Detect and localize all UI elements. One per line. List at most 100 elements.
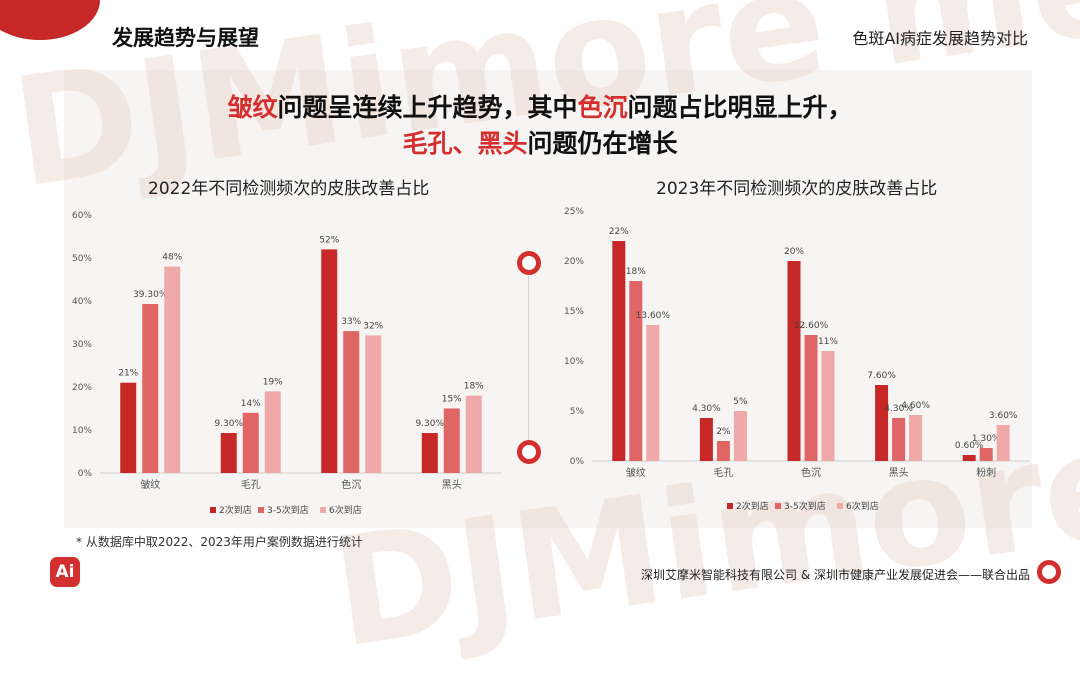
data-label: 20% (784, 247, 804, 257)
data-label: 22% (609, 227, 629, 237)
x-tick-label: 粉刺 (976, 466, 996, 479)
headline-line-2-segment-0: 毛孔、黑头 (402, 129, 528, 158)
bar-6次到店 (264, 391, 281, 473)
x-tick-label: 毛孔 (241, 479, 261, 491)
data-label: 33% (341, 317, 361, 327)
legend-swatch (210, 507, 216, 513)
headline-line-1-segment-2: 色沉 (577, 93, 628, 122)
section-title: 色斑AI病症发展趋势对比 (852, 29, 1028, 48)
bar-2次到店 (962, 455, 976, 461)
legend-swatch (258, 507, 264, 513)
data-label: 15% (442, 395, 462, 405)
legend-swatch (775, 503, 781, 509)
y-tick-label: 15% (564, 307, 584, 317)
legend-swatch (837, 503, 843, 509)
data-label: 19% (263, 377, 283, 387)
divider-line (528, 276, 529, 440)
legend-label: 6次到店 (846, 500, 879, 512)
bar-3-5次到店 (343, 331, 360, 473)
legend-swatch (727, 503, 733, 509)
data-label: 18% (464, 382, 484, 392)
x-tick-label: 皱纹 (140, 478, 160, 491)
bar-3-5次到店 (804, 335, 818, 461)
bar-6次到店 (996, 425, 1010, 461)
data-label: 39.30% (133, 290, 168, 300)
data-label: 4.30% (884, 404, 913, 414)
data-label: 0.60% (955, 441, 984, 451)
bar-2次到店 (120, 382, 137, 473)
bar-2次到店 (612, 241, 626, 461)
data-label: 21% (118, 369, 138, 379)
company-logo: Ai (50, 557, 80, 587)
bar-6次到店 (164, 266, 181, 473)
footer-ring-icon (1037, 560, 1061, 584)
bar-chart-2022: 0% 10% 20% 30% 40% 50% 60% 21% 39.30% 48% 皱纹 9.30% 1… (72, 211, 502, 516)
bar-2次到店 (699, 418, 713, 461)
legend-label: 6次到店 (329, 504, 362, 516)
y-tick-label: 0% (78, 469, 93, 479)
data-label: 32% (363, 321, 383, 331)
y-tick-label: 25% (564, 207, 584, 217)
headline-line-1-segment-0: 皱纹 (227, 93, 278, 122)
bar-2次到店 (875, 385, 889, 461)
y-tick-label: 60% (72, 211, 92, 221)
y-tick-label: 20% (564, 257, 584, 267)
bar-2次到店 (321, 249, 338, 473)
data-label: 9.30% (415, 419, 444, 429)
headline-line-2-segment-1: 问题仍在增长 (527, 129, 678, 158)
legend-label: 3-5次到店 (784, 500, 826, 512)
bar-3-5次到店 (716, 441, 730, 461)
bar-3-5次到店 (142, 304, 159, 473)
data-label: 48% (162, 253, 182, 263)
bar-6次到店 (821, 351, 835, 461)
data-label: 9.30% (214, 419, 243, 429)
bar-3-5次到店 (892, 418, 906, 461)
bar-2次到店 (787, 261, 801, 461)
bar-3-5次到店 (443, 408, 460, 473)
y-tick-label: 30% (72, 340, 92, 350)
data-label: 11% (818, 337, 838, 347)
data-label: 52% (319, 235, 339, 245)
data-label: 1.30% (972, 434, 1001, 444)
footnote: * 从数据库中取2022、2023年用户案例数据进行统计 (76, 535, 363, 549)
legend-label: 2次到店 (736, 500, 769, 512)
y-tick-label: 50% (72, 254, 92, 264)
legend-swatch (320, 507, 326, 513)
headline-line-1-segment-1: 问题呈连续上升趋势，其中 (277, 93, 578, 122)
corner-decoration (0, 0, 100, 40)
bar-6次到店 (909, 415, 923, 461)
y-tick-label: 5% (570, 407, 585, 417)
data-label: 14% (241, 399, 261, 409)
y-tick-label: 10% (72, 426, 92, 436)
data-label: 4.30% (692, 404, 721, 414)
chart-title-2022: 2022年不同检测频次的皮肤改善占比 (148, 179, 430, 199)
x-tick-label: 皱纹 (626, 466, 646, 479)
data-label: 18% (626, 267, 646, 277)
headline-line-2: 毛孔、黑头问题仍在增长 (0, 124, 1080, 160)
x-tick-label: 色沉 (341, 478, 361, 491)
bar-2次到店 (421, 433, 438, 473)
decorative-ring-bottom (517, 440, 541, 464)
data-label: 7.60% (867, 371, 896, 381)
bar-6次到店 (733, 411, 747, 461)
legend-label: 3-5次到店 (267, 504, 309, 516)
data-label: 4.60% (901, 401, 930, 411)
page-title: 发展趋势与展望 (112, 26, 259, 50)
bar-6次到店 (465, 395, 482, 473)
headline-line-1: 皱纹问题呈连续上升趋势，其中色沉问题占比明显上升， (0, 88, 1080, 124)
headline-line-1-segment-3: 问题占比明显上升， (627, 93, 853, 122)
data-label: 5% (733, 397, 748, 407)
chart-title-2023: 2023年不同检测频次的皮肤改善占比 (656, 179, 938, 199)
data-label: 2% (716, 427, 731, 437)
y-tick-label: 10% (564, 357, 584, 367)
bar-3-5次到店 (979, 448, 993, 461)
data-label: 3.60% (989, 411, 1018, 421)
bar-chart-2023: 0% 5% 10% 15% 20% 25% 22% 18% 13.60% 皱纹 4.30% 2% 5% 毛… (564, 207, 1030, 512)
x-tick-label: 色沉 (801, 466, 821, 479)
legend-label: 2次到店 (219, 504, 252, 516)
x-tick-label: 黑头 (889, 467, 909, 479)
y-tick-label: 0% (570, 457, 585, 467)
data-label: 12.60% (794, 321, 829, 331)
bar-6次到店 (646, 325, 660, 461)
bar-6次到店 (365, 335, 382, 473)
